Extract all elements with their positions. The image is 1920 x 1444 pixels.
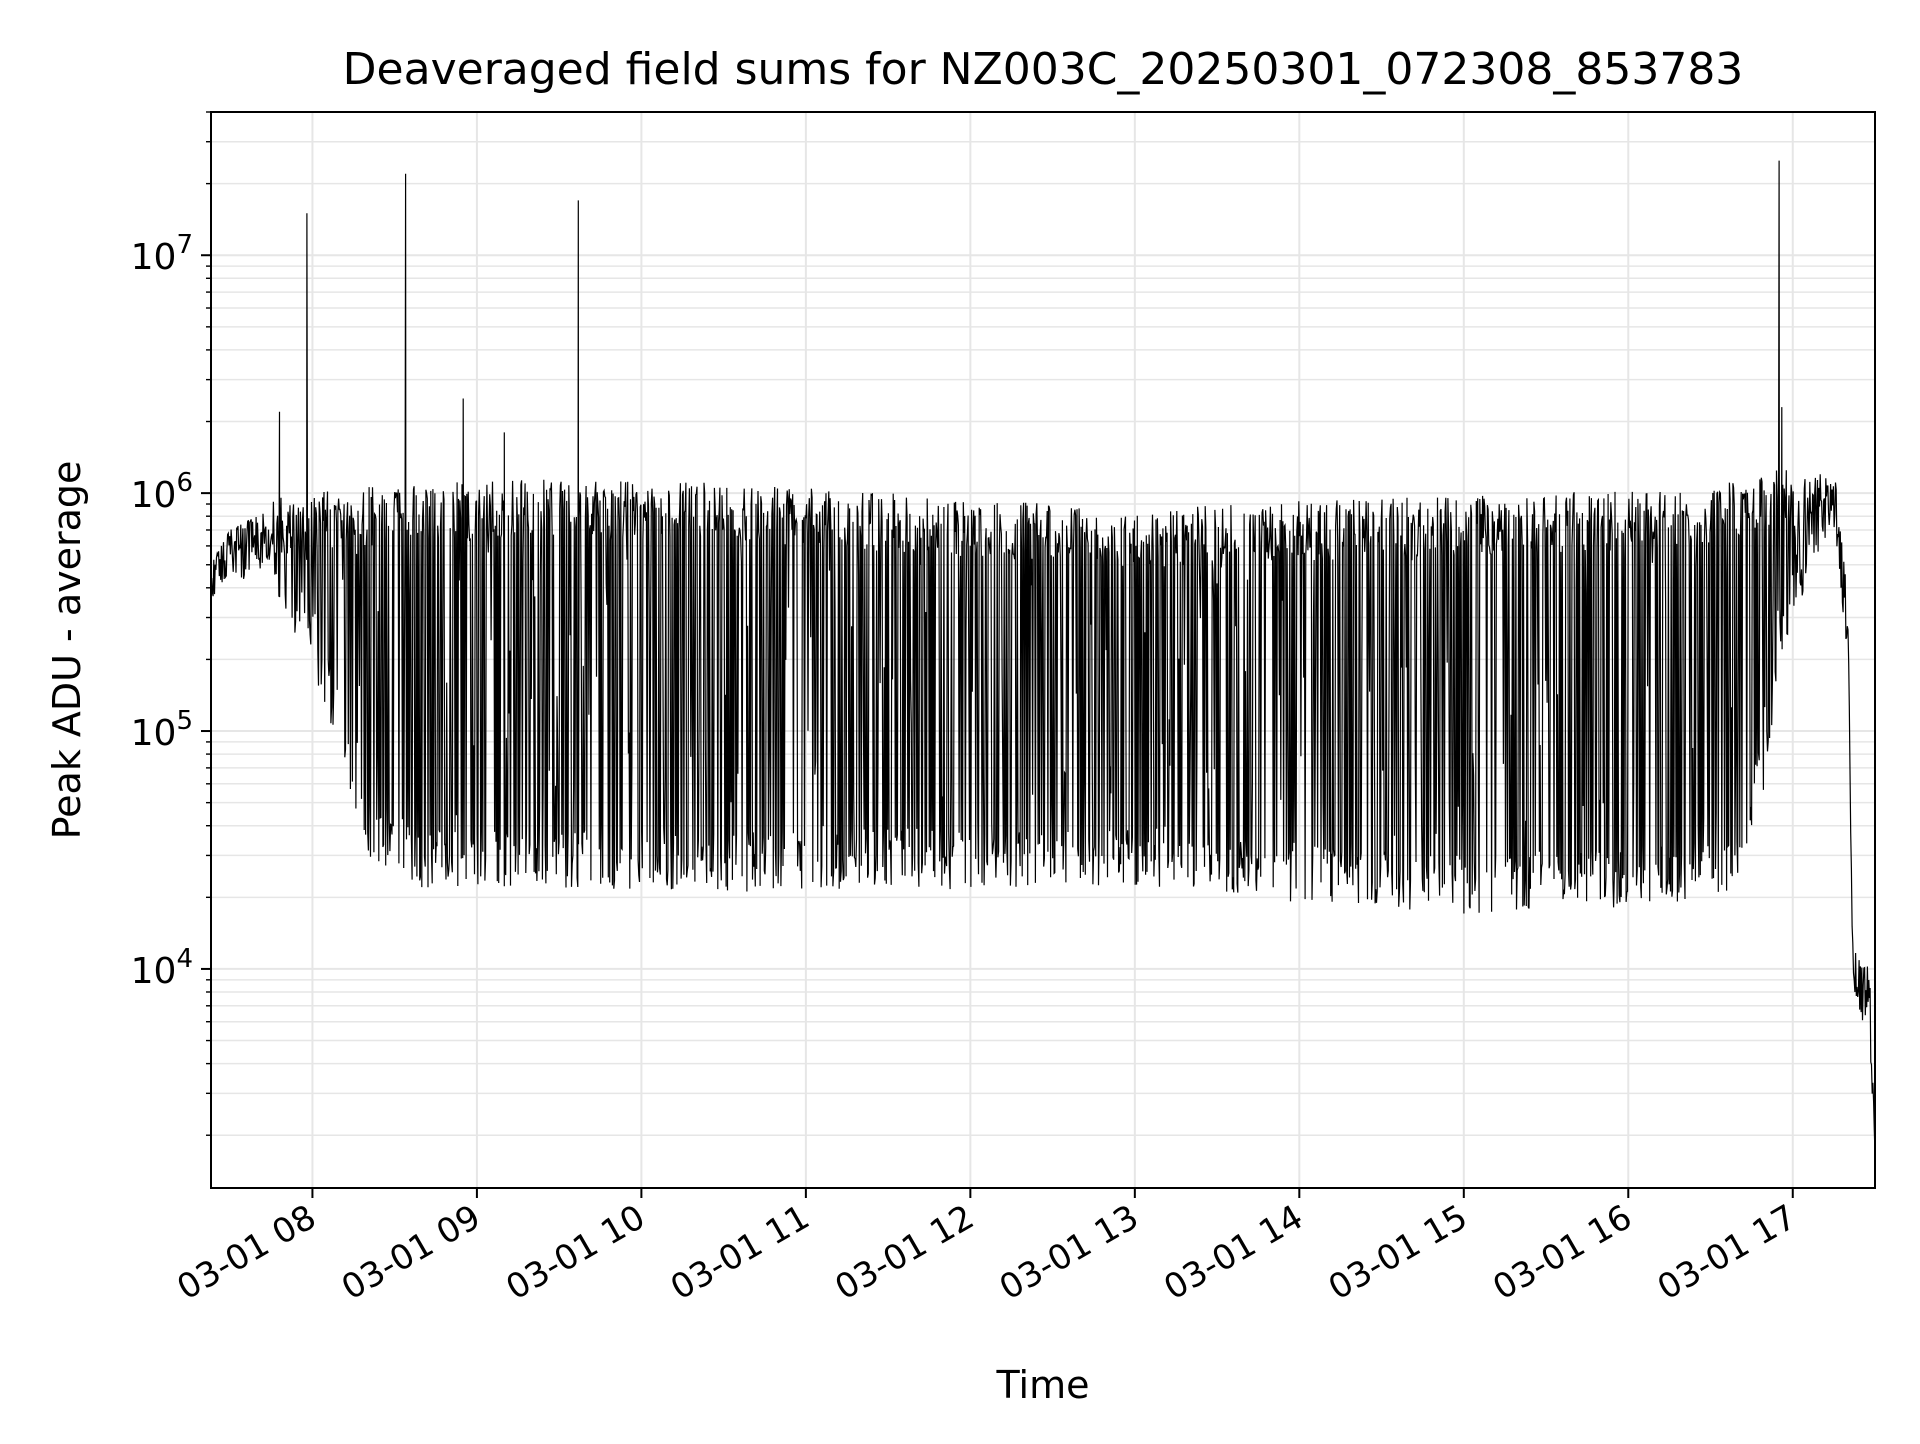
x-axis-label: Time bbox=[996, 1363, 1090, 1407]
x-tick-label: 03-01 11 bbox=[664, 1197, 816, 1308]
x-axis-ticks: 03-01 08 03-01 09 03-01 10 03-01 11 03-01 12… bbox=[171, 1188, 1803, 1308]
plot-area bbox=[211, 160, 1875, 1155]
y-tick-label: 107 bbox=[131, 230, 193, 278]
x-tick-label: 03-01 17 bbox=[1651, 1197, 1803, 1308]
x-tick-label: 03-01 08 bbox=[171, 1197, 323, 1308]
plot-frame bbox=[210, 111, 1876, 1189]
x-tick-label: 03-01 16 bbox=[1486, 1197, 1638, 1308]
x-tick-label: 03-01 15 bbox=[1322, 1197, 1474, 1308]
y-tick-label: 106 bbox=[131, 468, 193, 516]
series-line bbox=[211, 160, 1875, 1155]
x-tick-label: 03-01 13 bbox=[993, 1197, 1145, 1308]
y-tick-label: 105 bbox=[131, 706, 193, 754]
x-tick-label: 03-01 12 bbox=[828, 1197, 980, 1308]
y-axis-ticks: 104 105 106 107 bbox=[131, 111, 211, 1136]
y-axis-label: Peak ADU - average bbox=[45, 461, 89, 840]
x-tick-label: 03-01 10 bbox=[499, 1197, 651, 1308]
chart-title: Deaveraged field sums for NZ003C_2025030… bbox=[343, 44, 1744, 95]
y-tick-label: 104 bbox=[131, 944, 193, 992]
x-tick-label: 03-01 14 bbox=[1157, 1197, 1309, 1308]
x-tick-label: 03-01 09 bbox=[335, 1197, 487, 1308]
